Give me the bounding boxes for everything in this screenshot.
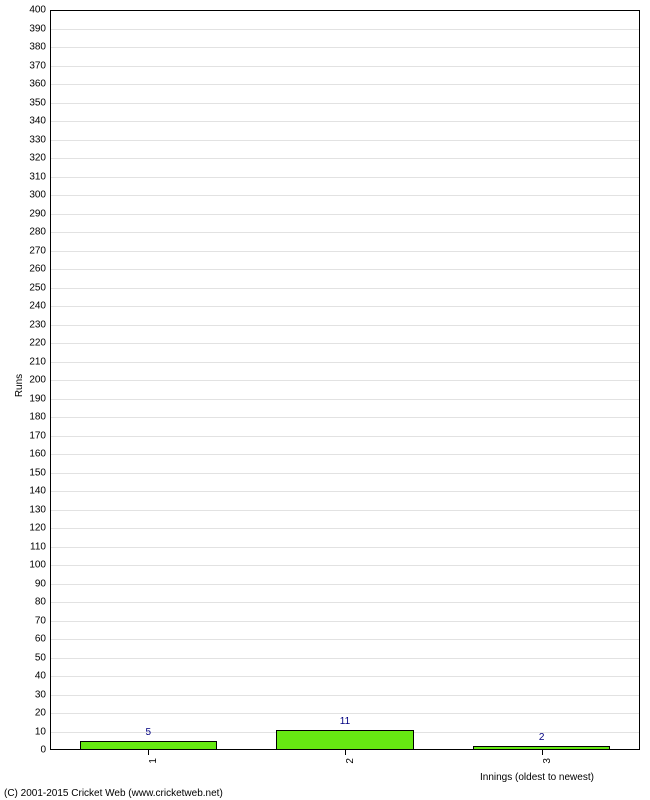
x-tick-label: 3 (542, 758, 553, 788)
y-tick-label: 160 (22, 449, 46, 460)
footer-text: (C) 2001-2015 Cricket Web (www.cricketwe… (4, 788, 223, 799)
y-tick-label: 180 (22, 412, 46, 423)
gridline (51, 695, 639, 696)
y-tick-label: 260 (22, 264, 46, 275)
y-tick-label: 300 (22, 190, 46, 201)
gridline (51, 565, 639, 566)
gridline (51, 399, 639, 400)
gridline (51, 676, 639, 677)
y-tick-label: 210 (22, 356, 46, 367)
gridline (51, 621, 639, 622)
gridline (51, 232, 639, 233)
gridline (51, 121, 639, 122)
gridline (51, 658, 639, 659)
gridline (51, 380, 639, 381)
gridline (51, 473, 639, 474)
x-tick-mark (345, 750, 346, 755)
gridline (51, 602, 639, 603)
gridline (51, 325, 639, 326)
x-tick-mark (148, 750, 149, 755)
gridline (51, 436, 639, 437)
y-tick-label: 170 (22, 430, 46, 441)
y-tick-label: 70 (22, 615, 46, 626)
y-tick-label: 140 (22, 486, 46, 497)
y-tick-label: 250 (22, 282, 46, 293)
gridline (51, 417, 639, 418)
y-tick-label: 110 (22, 541, 46, 552)
gridline (51, 158, 639, 159)
y-tick-label: 30 (22, 689, 46, 700)
gridline (51, 491, 639, 492)
y-tick-label: 370 (22, 60, 46, 71)
y-tick-label: 230 (22, 319, 46, 330)
gridline (51, 251, 639, 252)
gridline (51, 269, 639, 270)
y-tick-label: 50 (22, 652, 46, 663)
y-tick-label: 40 (22, 671, 46, 682)
gridline (51, 306, 639, 307)
x-tick-label: 2 (345, 758, 356, 788)
gridline (51, 639, 639, 640)
gridline (51, 66, 639, 67)
gridline (51, 195, 639, 196)
y-tick-label: 130 (22, 504, 46, 515)
bar-value-label: 2 (539, 732, 545, 743)
y-tick-label: 320 (22, 153, 46, 164)
y-tick-label: 100 (22, 560, 46, 571)
gridline (51, 84, 639, 85)
y-tick-label: 390 (22, 23, 46, 34)
gridline (51, 177, 639, 178)
y-tick-label: 340 (22, 116, 46, 127)
gridline (51, 140, 639, 141)
bar-value-label: 5 (146, 727, 152, 738)
y-tick-label: 150 (22, 467, 46, 478)
y-tick-label: 120 (22, 523, 46, 534)
gridline (51, 510, 639, 511)
gridline (51, 547, 639, 548)
bar (276, 730, 414, 750)
gridline (51, 103, 639, 104)
y-tick-label: 400 (22, 5, 46, 16)
gridline (51, 713, 639, 714)
y-tick-label: 90 (22, 578, 46, 589)
y-tick-label: 60 (22, 634, 46, 645)
gridline (51, 584, 639, 585)
gridline (51, 214, 639, 215)
y-tick-label: 380 (22, 42, 46, 53)
x-axis-label: Innings (oldest to newest) (480, 772, 594, 783)
gridline (51, 47, 639, 48)
y-tick-label: 10 (22, 726, 46, 737)
gridline (51, 29, 639, 30)
y-tick-label: 310 (22, 171, 46, 182)
y-tick-label: 20 (22, 708, 46, 719)
y-tick-label: 360 (22, 79, 46, 90)
y-tick-label: 350 (22, 97, 46, 108)
x-tick-mark (542, 750, 543, 755)
y-tick-label: 80 (22, 597, 46, 608)
y-tick-label: 200 (22, 375, 46, 386)
y-tick-label: 220 (22, 338, 46, 349)
chart-container: Runs Innings (oldest to newest) (C) 2001… (0, 0, 650, 800)
y-tick-label: 240 (22, 301, 46, 312)
y-tick-label: 190 (22, 393, 46, 404)
y-tick-label: 280 (22, 227, 46, 238)
gridline (51, 454, 639, 455)
gridline (51, 288, 639, 289)
gridline (51, 343, 639, 344)
y-tick-label: 330 (22, 134, 46, 145)
x-tick-label: 1 (148, 758, 159, 788)
y-tick-label: 0 (22, 745, 46, 756)
gridline (51, 528, 639, 529)
bar-value-label: 11 (340, 716, 350, 727)
y-tick-label: 270 (22, 245, 46, 256)
y-tick-label: 290 (22, 208, 46, 219)
bar (80, 741, 218, 750)
gridline (51, 362, 639, 363)
